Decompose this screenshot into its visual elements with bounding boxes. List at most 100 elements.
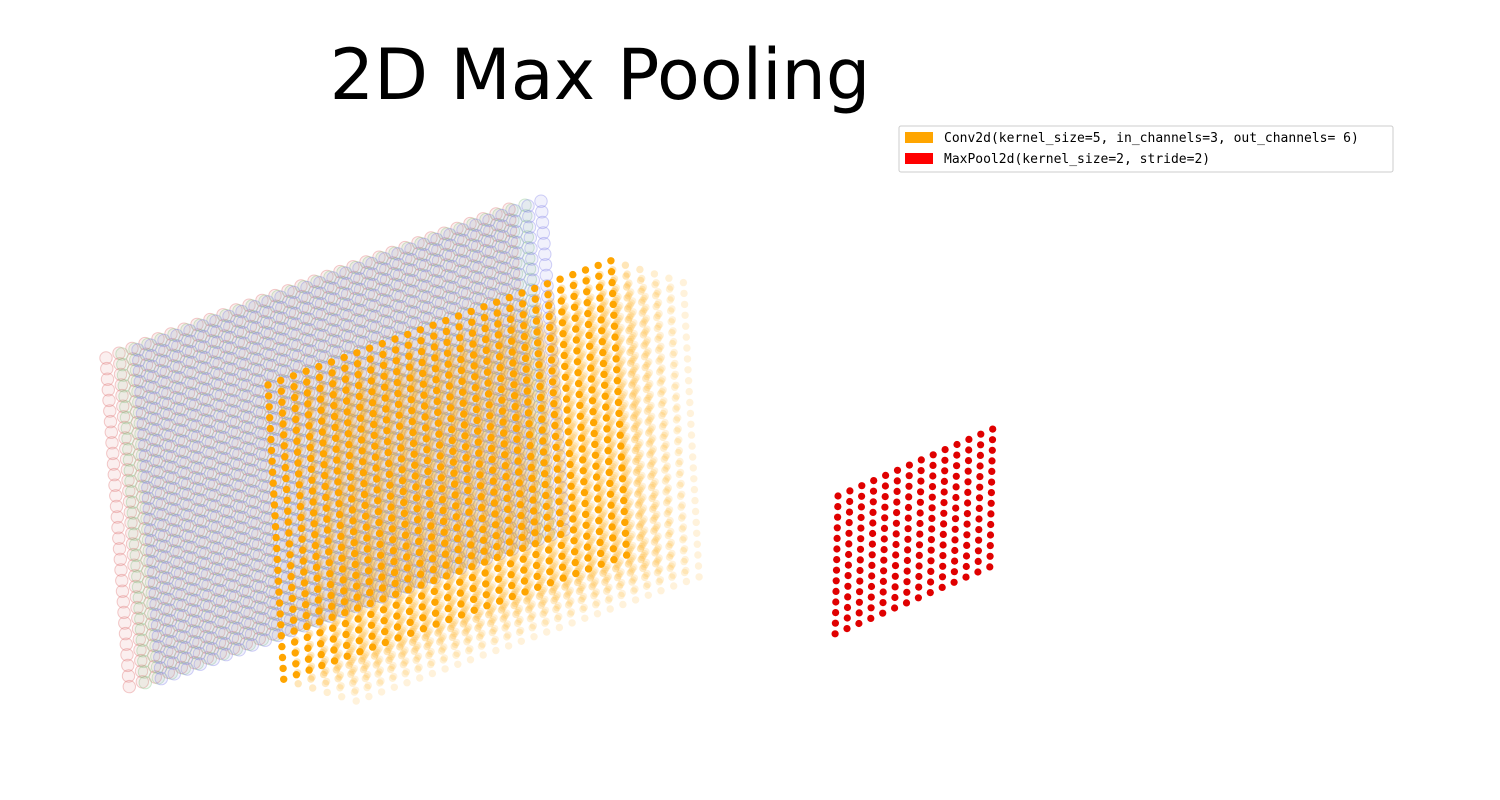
input-neuron xyxy=(118,431,132,445)
input-neuron xyxy=(258,336,272,350)
input-neuron xyxy=(156,406,171,420)
conv-neuron xyxy=(684,377,693,385)
conv-neuron xyxy=(693,529,701,537)
input-neuron xyxy=(463,216,477,231)
input-neuron xyxy=(437,226,451,240)
input-neuron xyxy=(286,358,300,372)
input-neuron xyxy=(476,212,490,226)
input-neuron xyxy=(177,322,191,336)
input-neuron xyxy=(424,231,438,245)
input-neuron xyxy=(272,352,287,366)
conv-neuron xyxy=(365,692,373,701)
input-neuron xyxy=(154,374,168,388)
input-neuron xyxy=(233,366,248,381)
input-neuron xyxy=(204,334,219,348)
input-neuron xyxy=(240,462,255,476)
conv-neuron xyxy=(667,318,675,326)
conv-neuron xyxy=(579,605,587,613)
input-neuron xyxy=(174,475,189,490)
input-neuron xyxy=(360,276,375,290)
input-neuron xyxy=(308,285,322,299)
input-neuron xyxy=(210,408,224,422)
input-neuron xyxy=(124,516,138,530)
input-neuron xyxy=(412,246,426,261)
input-neuron xyxy=(452,253,466,267)
input-neuron xyxy=(226,456,241,470)
input-neuron xyxy=(163,501,177,516)
input-neuron xyxy=(411,236,425,250)
input-neuron xyxy=(489,207,503,221)
input-neuron xyxy=(180,364,194,379)
input-neuron xyxy=(128,384,142,398)
input-neuron xyxy=(113,357,127,371)
conv-neuron xyxy=(671,394,679,402)
conv-neuron xyxy=(553,614,562,623)
input-neuron xyxy=(244,330,259,344)
input-neuron xyxy=(140,368,155,383)
input-neuron xyxy=(349,302,363,316)
conv-neuron xyxy=(694,551,702,559)
conv-neuron xyxy=(682,577,691,586)
input-neuron xyxy=(375,292,389,307)
input-neuron xyxy=(386,256,400,270)
input-neuron xyxy=(213,450,227,465)
input-neuron xyxy=(337,317,351,332)
input-neuron xyxy=(428,294,443,309)
conv-neuron xyxy=(543,628,551,636)
input-neuron xyxy=(225,435,239,449)
input-neuron xyxy=(152,353,167,367)
conv-neuron xyxy=(631,596,640,604)
input-neuron xyxy=(129,405,144,419)
input-neuron xyxy=(243,309,257,323)
conv-neuron xyxy=(441,665,449,673)
input-neuron xyxy=(109,489,123,503)
input-neuron xyxy=(297,321,311,336)
input-neuron xyxy=(426,263,440,277)
conv-neuron xyxy=(683,344,691,352)
input-neuron xyxy=(414,278,428,292)
input-neuron xyxy=(134,468,148,483)
input-neuron xyxy=(347,281,362,295)
input-neuron xyxy=(213,461,228,475)
conv-neuron xyxy=(675,459,683,468)
input-neuron xyxy=(188,481,203,495)
input-neuron xyxy=(299,353,313,367)
input-neuron xyxy=(248,383,262,397)
input-neuron xyxy=(503,223,518,238)
input-neuron xyxy=(119,452,134,466)
conv-neuron xyxy=(454,660,462,668)
input-neuron xyxy=(348,291,362,306)
input-neuron xyxy=(282,305,297,319)
input-neuron xyxy=(211,429,226,443)
input-neuron xyxy=(243,319,258,334)
input-neuron xyxy=(246,351,260,365)
input-neuron xyxy=(173,454,187,468)
input-neuron xyxy=(165,337,179,352)
input-neuron xyxy=(350,313,364,327)
conv-neuron xyxy=(676,492,685,500)
input-neuron xyxy=(135,479,149,493)
input-neuron xyxy=(205,344,220,359)
input-neuron xyxy=(450,221,464,236)
input-neuron xyxy=(171,433,186,447)
input-neuron xyxy=(199,444,213,459)
input-neuron xyxy=(122,679,137,694)
input-neuron xyxy=(221,382,236,396)
input-neuron xyxy=(269,299,283,313)
input-neuron xyxy=(117,420,132,435)
input-neuron xyxy=(376,303,390,317)
input-neuron xyxy=(228,477,242,492)
input-neuron xyxy=(201,476,216,491)
conv-neuron xyxy=(669,350,677,359)
input-neuron xyxy=(144,421,158,436)
input-neuron xyxy=(399,251,413,265)
input-neuron xyxy=(310,316,324,331)
conv-neuron xyxy=(642,582,651,590)
input-neuron xyxy=(377,324,391,339)
input-neuron xyxy=(115,388,129,403)
input-neuron xyxy=(250,415,264,429)
conv-neuron xyxy=(679,536,687,544)
input-neuron xyxy=(165,348,180,362)
conv-neuron xyxy=(530,633,538,641)
conv-neuron xyxy=(452,651,460,659)
